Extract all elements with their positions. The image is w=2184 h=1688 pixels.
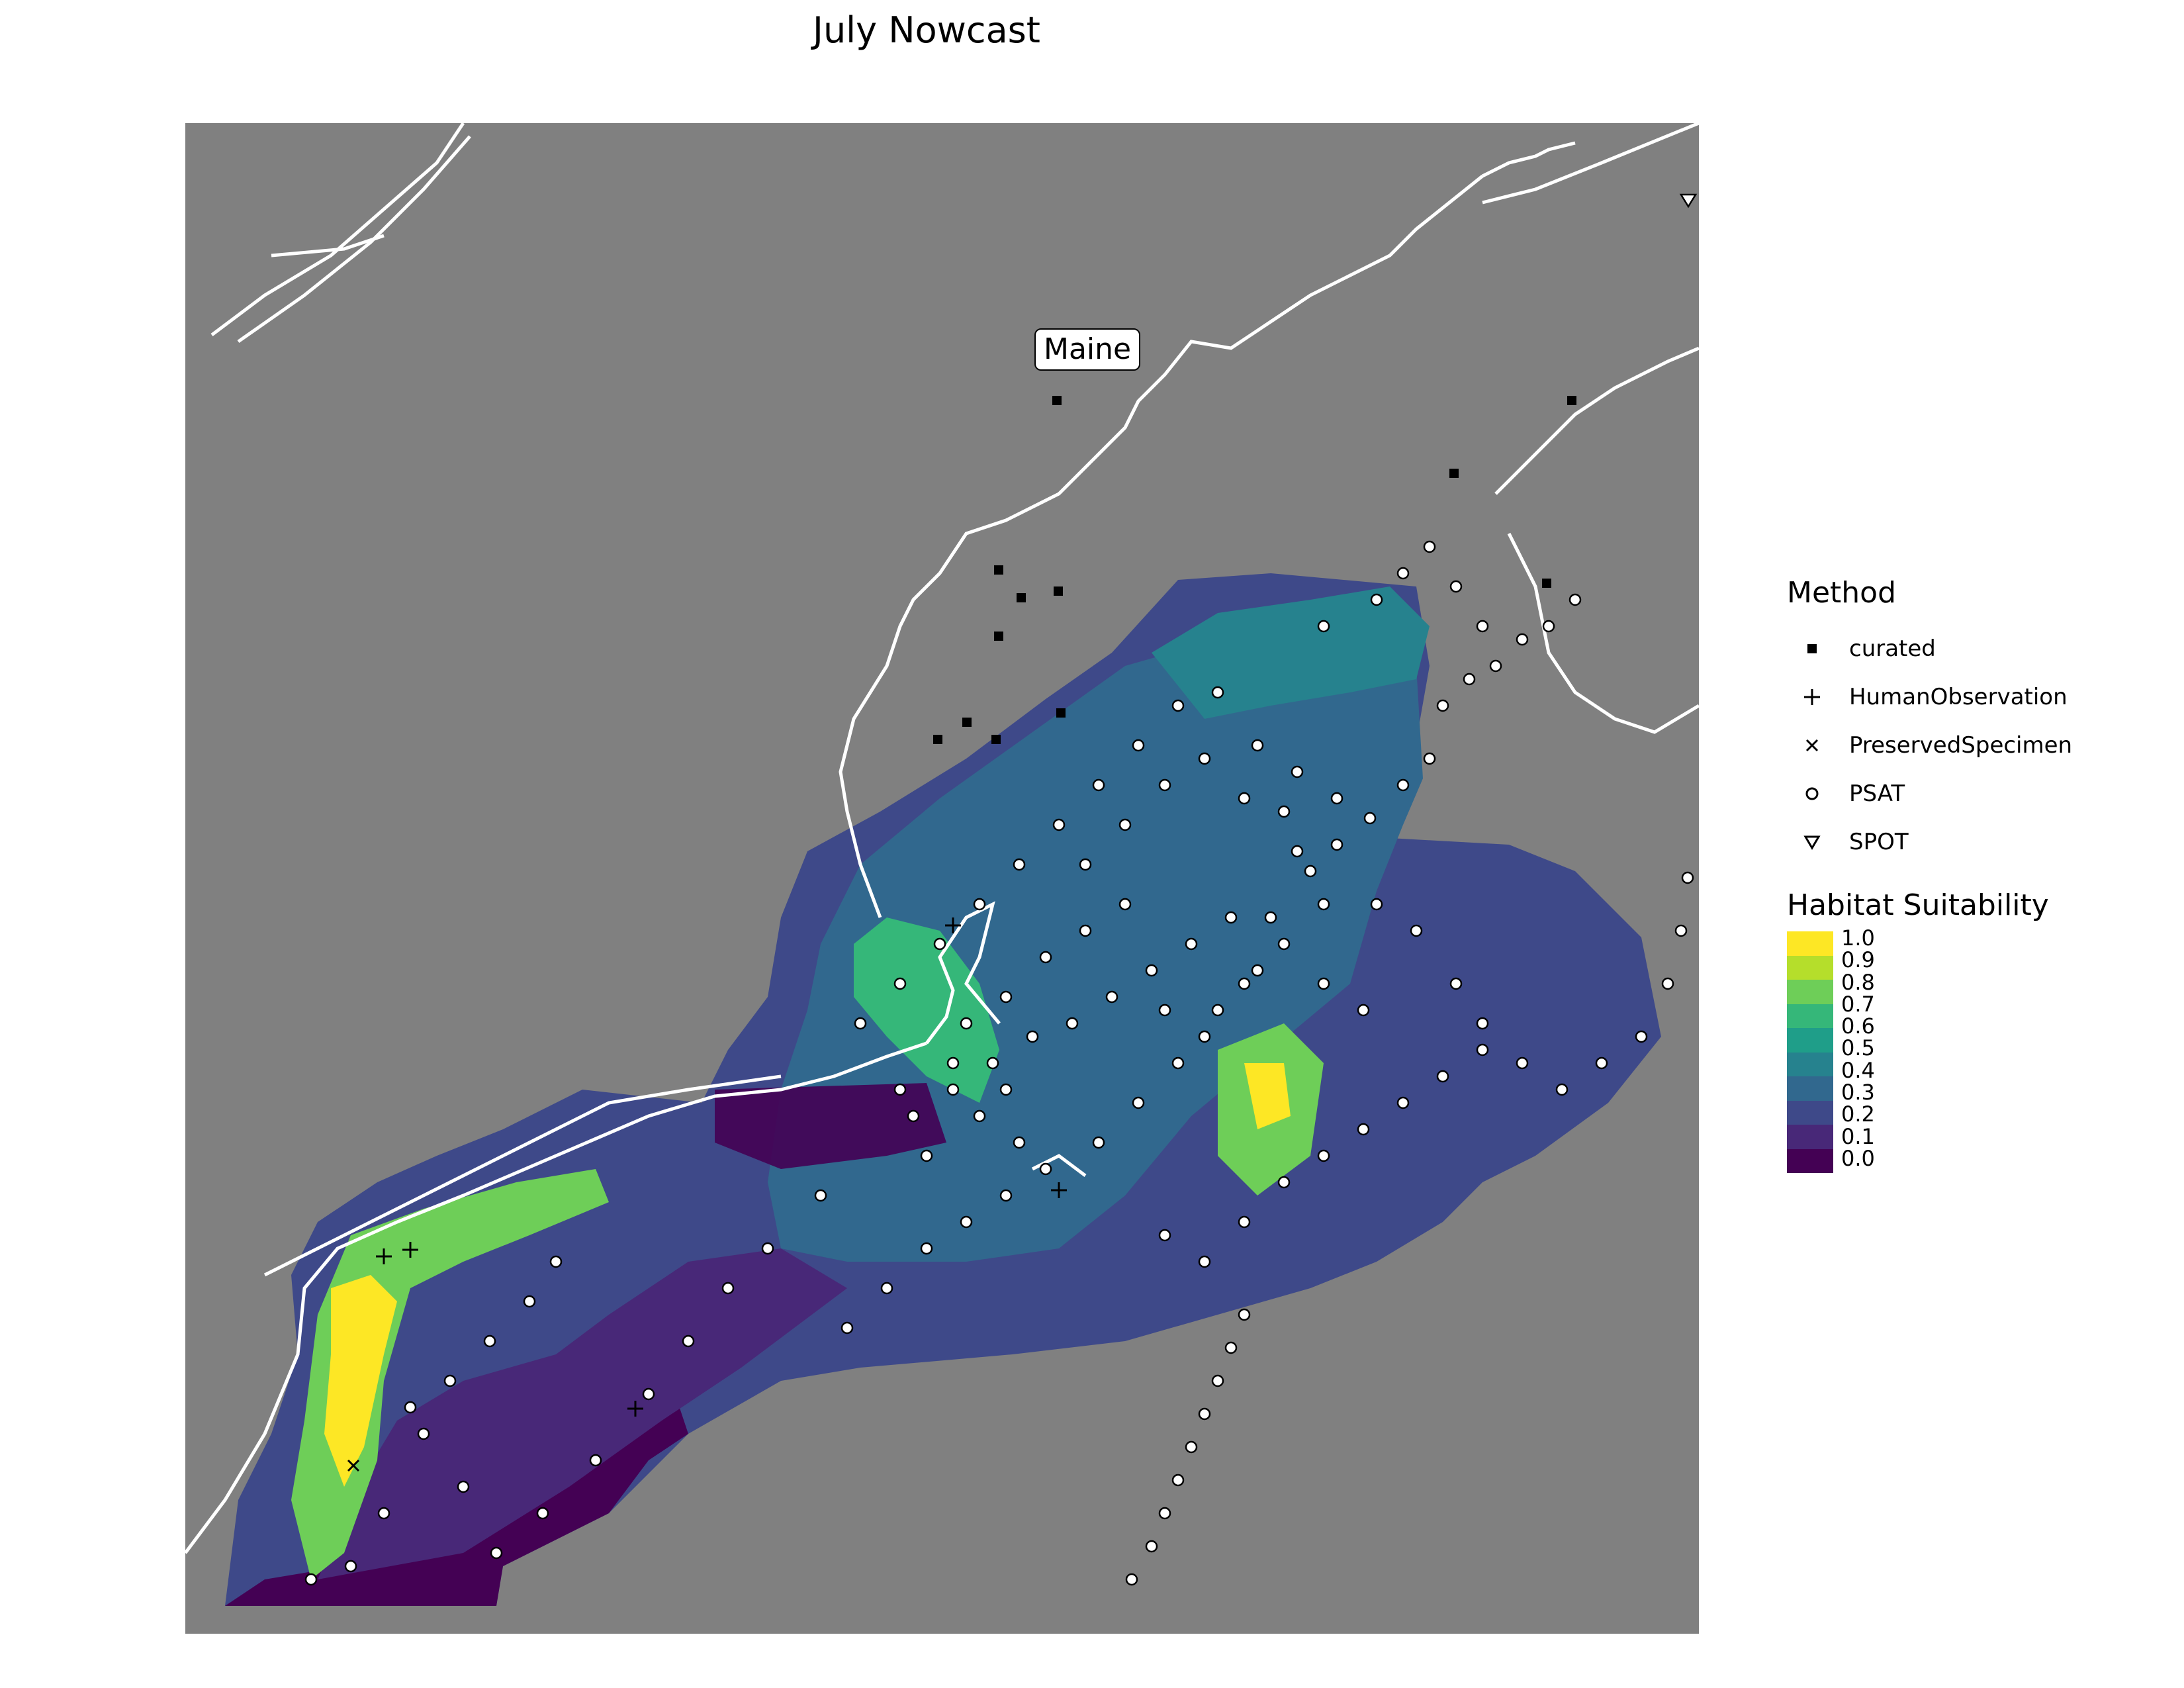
legend-item-preserved-specimen: PreservedSpecimen [1787, 721, 2158, 769]
colorbar-swatch [1787, 1028, 1833, 1053]
colorbar-labels: 1.0 0.9 0.8 0.7 0.6 0.5 0.4 0.3 0.2 0.1 … [1841, 927, 1875, 1169]
habitat-zone-dark-strip [715, 1083, 946, 1169]
habitat-legend-title: Habitat Suitability [1787, 888, 2049, 922]
legend: Method curated HumanObservation Preserve… [1787, 576, 2158, 1176]
colorbar-tick: 0.6 [1841, 1013, 1875, 1039]
plus-icon [1799, 684, 1825, 710]
habitat-colorbar: 1.0 0.9 0.8 0.7 0.6 0.5 0.4 0.3 0.2 0.1 … [1787, 927, 2158, 1176]
habitat-zone-green-capecod [854, 917, 999, 1103]
colorbar-tick: 0.2 [1841, 1102, 1875, 1127]
habitat-zone-teal [1152, 586, 1430, 719]
legend-label: PreservedSpecimen [1849, 731, 2073, 759]
colorbar-swatch [1787, 955, 1833, 980]
colorbar-swatch [1787, 980, 1833, 1004]
colorbar-swatch [1787, 1004, 1833, 1028]
legend-item-curated: curated [1787, 624, 2158, 673]
open-circle-icon [1799, 780, 1825, 807]
spot-points [1679, 193, 1698, 209]
colorbar-swatch [1787, 931, 1833, 956]
habitat-zone-green-shelf [291, 1169, 609, 1579]
down-triangle-icon [1799, 829, 1825, 855]
colorbar-swatch [1787, 1052, 1833, 1076]
filled-square-icon [1799, 635, 1825, 662]
colorbar-tick: 0.0 [1841, 1145, 1875, 1171]
cross-icon [1799, 732, 1825, 759]
colorbar-swatch [1787, 1149, 1833, 1173]
colorbar-gradient [1787, 931, 1833, 1173]
colorbar-tick: 1.0 [1841, 925, 1875, 951]
habitat-zone-dark [318, 1248, 847, 1579]
region-label-maine: Maine [1034, 328, 1141, 371]
curated-points [933, 396, 1576, 744]
colorbar-tick: 0.8 [1841, 969, 1875, 995]
habitat-raster [225, 573, 1661, 1606]
psat-points [304, 540, 1694, 1586]
legend-item-psat: PSAT [1787, 769, 2158, 818]
legend-label: PSAT [1849, 780, 1905, 807]
colorbar-tick: 0.9 [1841, 947, 1875, 973]
colorbar-tick: 0.3 [1841, 1080, 1875, 1105]
colorbar-swatch [1787, 1076, 1833, 1101]
colorbar-tick: 0.1 [1841, 1123, 1875, 1149]
colorbar-tick: 0.7 [1841, 991, 1875, 1017]
method-legend-title: Method [1787, 576, 1897, 610]
colorbar-swatch [1787, 1100, 1833, 1125]
map-title: July Nowcast [813, 9, 1040, 51]
coastline [185, 123, 1699, 1554]
habitat-zone-yellow-bank [1244, 1063, 1291, 1129]
human-observation-points [376, 917, 1067, 1417]
legend-label: curated [1849, 635, 1936, 662]
legend-item-spot: SPOT [1787, 818, 2158, 866]
colorbar-tick: 0.4 [1841, 1057, 1875, 1083]
colorbar-swatch [1787, 1125, 1833, 1149]
legend-label: SPOT [1849, 828, 1909, 855]
habitat-zone-yellow-shelf [324, 1275, 397, 1487]
colorbar-tick: 0.5 [1841, 1035, 1875, 1061]
map-canvas [185, 123, 1699, 1606]
preserved-specimen-points [347, 1459, 360, 1472]
map-panel[interactable] [185, 123, 1699, 1634]
legend-item-human-observation: HumanObservation [1787, 673, 2158, 721]
legend-label: HumanObservation [1849, 683, 2068, 710]
